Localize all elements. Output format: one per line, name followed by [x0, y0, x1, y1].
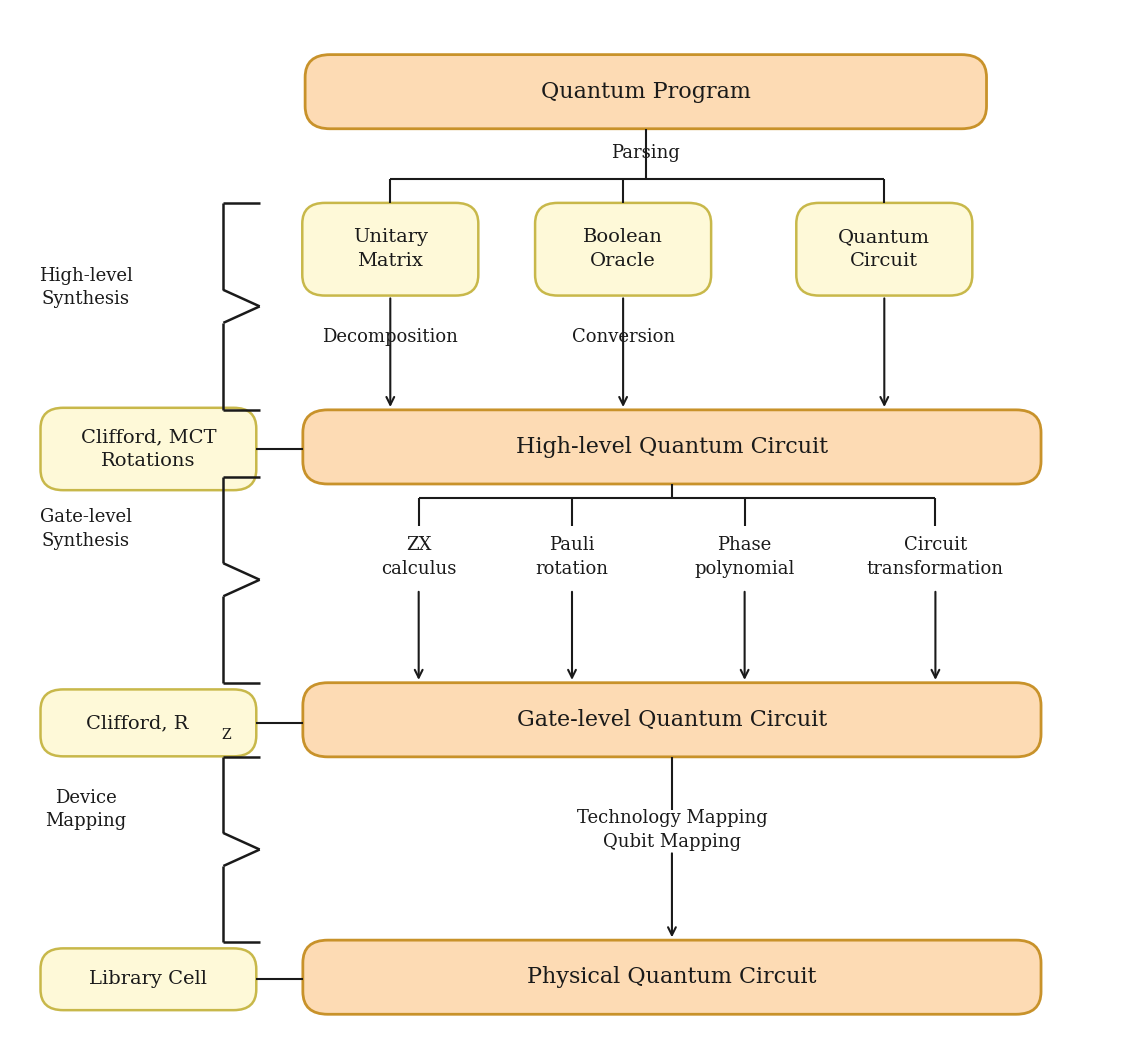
- Text: High-level
Synthesis: High-level Synthesis: [39, 267, 133, 308]
- Text: Circuit
transformation: Circuit transformation: [867, 537, 1004, 578]
- FancyBboxPatch shape: [305, 55, 986, 129]
- Text: Phase
polynomial: Phase polynomial: [694, 537, 795, 578]
- FancyBboxPatch shape: [40, 949, 256, 1010]
- FancyBboxPatch shape: [303, 683, 1041, 757]
- Text: Quantum
Circuit: Quantum Circuit: [839, 228, 930, 270]
- FancyBboxPatch shape: [302, 202, 478, 296]
- FancyBboxPatch shape: [40, 408, 256, 490]
- FancyBboxPatch shape: [40, 689, 256, 757]
- Text: Library Cell: Library Cell: [89, 971, 207, 988]
- Text: Parsing: Parsing: [611, 144, 681, 163]
- Text: Physical Quantum Circuit: Physical Quantum Circuit: [527, 966, 817, 988]
- Text: Decomposition: Decomposition: [323, 328, 459, 346]
- Text: Clifford, MCT
Rotations: Clifford, MCT Rotations: [80, 429, 216, 470]
- Text: Quantum Program: Quantum Program: [541, 81, 750, 103]
- Text: Unitary
Matrix: Unitary Matrix: [352, 228, 428, 270]
- FancyBboxPatch shape: [303, 940, 1041, 1014]
- Text: Gate-level Quantum Circuit: Gate-level Quantum Circuit: [517, 709, 827, 731]
- Text: Device
Mapping: Device Mapping: [46, 789, 127, 830]
- Text: Z: Z: [221, 729, 231, 742]
- Text: High-level Quantum Circuit: High-level Quantum Circuit: [516, 436, 828, 458]
- FancyBboxPatch shape: [303, 410, 1041, 484]
- Text: Conversion: Conversion: [572, 328, 675, 346]
- FancyBboxPatch shape: [535, 202, 712, 296]
- FancyBboxPatch shape: [796, 202, 972, 296]
- Text: Clifford, R: Clifford, R: [86, 714, 189, 732]
- Text: ZX
calculus: ZX calculus: [381, 537, 456, 578]
- Text: Gate-level
Synthesis: Gate-level Synthesis: [40, 509, 132, 550]
- Text: Pauli
rotation: Pauli rotation: [535, 537, 609, 578]
- Text: Boolean
Oracle: Boolean Oracle: [583, 228, 664, 270]
- Text: Technology Mapping
Qubit Mapping: Technology Mapping Qubit Mapping: [577, 810, 768, 851]
